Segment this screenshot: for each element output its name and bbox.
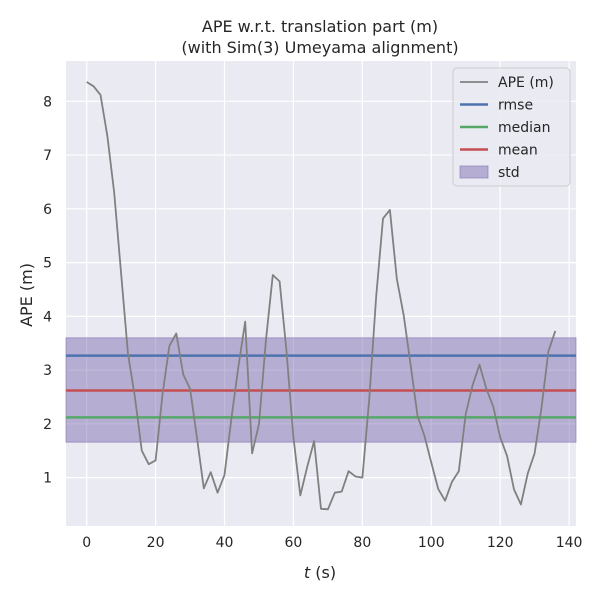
legend-label-std: std <box>498 165 520 181</box>
legend-swatch-std <box>459 165 489 179</box>
x-tick-label: 120 <box>487 535 514 551</box>
legend: APE (m) rmse median mean std <box>452 67 571 187</box>
x-tick-label: 60 <box>285 535 303 551</box>
y-tick-label: 7 <box>43 148 52 164</box>
ape-line <box>86 81 557 511</box>
x-tick-label: 20 <box>147 535 165 551</box>
y-tick-label: 8 <box>43 94 52 110</box>
legend-label-rmse: rmse <box>498 98 533 114</box>
x-axis-label-variable: t <box>304 563 311 582</box>
y-tick-labels: 1 2 3 4 5 6 7 8 <box>43 94 52 486</box>
x-tick-label: 100 <box>418 535 445 551</box>
stat-lines <box>66 354 576 419</box>
x-tick-label: 40 <box>216 535 234 551</box>
y-axis-label: APE (m) <box>17 263 36 327</box>
y-tick-label: 3 <box>43 363 52 379</box>
y-tick-label: 2 <box>43 417 52 433</box>
y-tick-label: 4 <box>43 309 52 325</box>
legend-label-apem: APE (m) <box>498 75 554 91</box>
y-tick-label: 5 <box>43 256 52 272</box>
x-tick-labels: 0 20 40 60 80 100 120 140 <box>82 535 582 551</box>
chart-title-line1: APE w.r.t. translation part (m) <box>202 17 438 36</box>
x-axis-label: t (s) <box>304 563 336 582</box>
x-axis-label-unit: (s) <box>310 563 336 582</box>
ape-series <box>86 81 557 511</box>
y-tick-label: 6 <box>43 202 52 218</box>
legend-label-mean: mean <box>498 143 538 159</box>
legend-box <box>452 67 571 187</box>
x-tick-label: 80 <box>353 535 371 551</box>
chart-title-line2: (with Sim(3) Umeyama alignment) <box>181 38 458 57</box>
x-tick-label: 0 <box>82 535 91 551</box>
legend-label-median: median <box>498 120 550 136</box>
x-tick-label: 140 <box>556 535 583 551</box>
y-tick-label: 1 <box>43 471 52 487</box>
